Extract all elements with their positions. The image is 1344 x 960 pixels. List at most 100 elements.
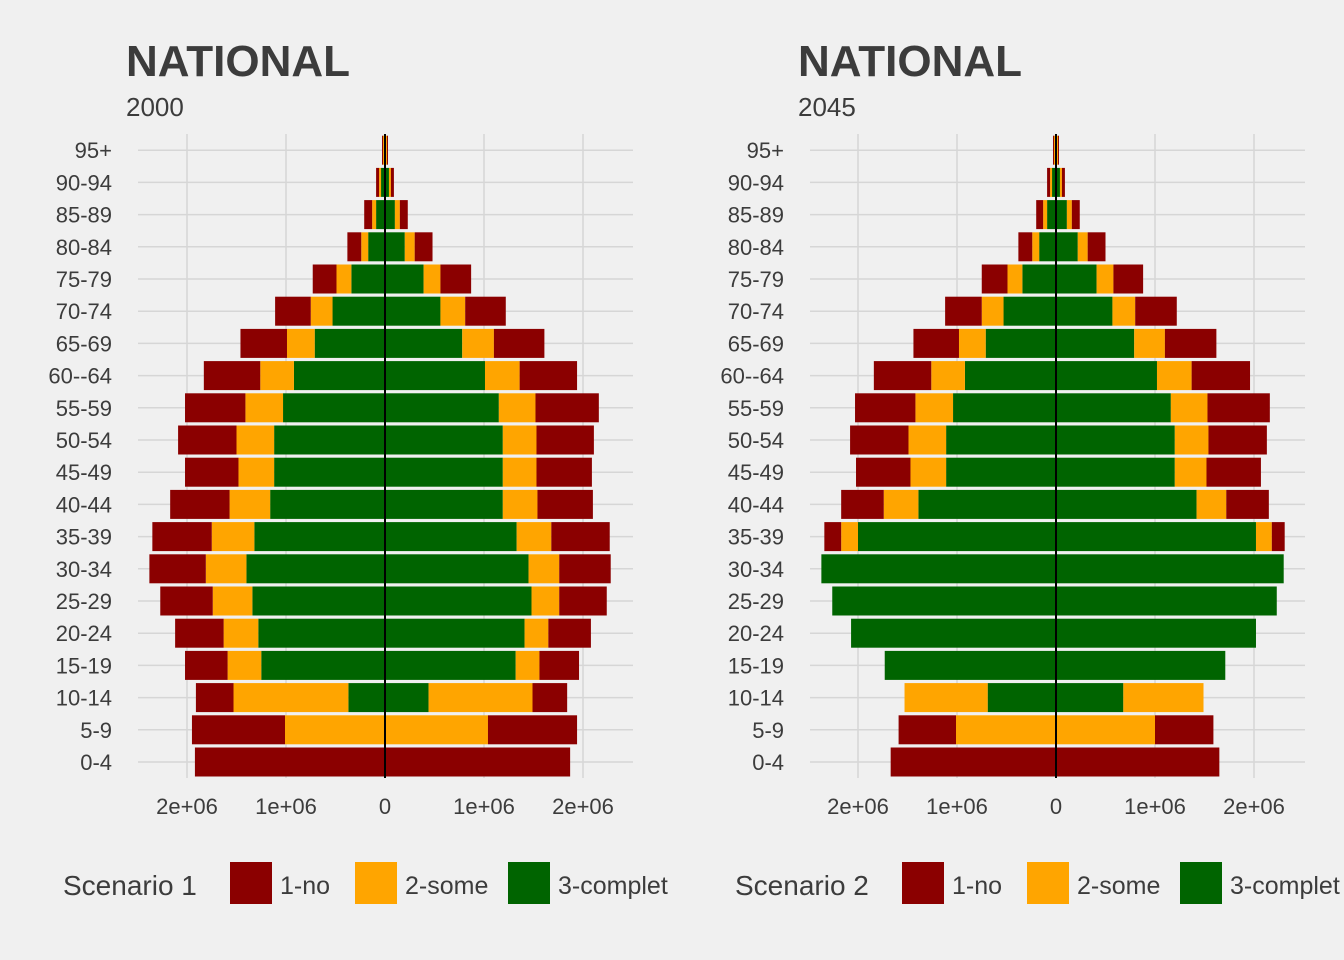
y-tick-label: 40-44: [56, 492, 112, 517]
y-tick-label: 70-74: [56, 299, 112, 324]
bar-right-3-complet: [1056, 200, 1067, 230]
y-tick-label: 20-24: [56, 621, 112, 646]
bar-right-1-no: [1164, 328, 1217, 358]
y-tick-label: 45-49: [56, 460, 112, 485]
bar-left-2-some: [910, 457, 947, 487]
bar-left-3-complet: [252, 586, 385, 616]
bar-right-1-no: [1057, 135, 1059, 165]
bar-right-1-no: [1071, 200, 1080, 230]
bar-right-3-complet: [385, 328, 463, 358]
x-axis-labels: 2e+06 1e+06 0 1e+06 2e+06: [827, 794, 1285, 819]
bar-right-3-complet: [1056, 618, 1256, 648]
bar-left-3-complet: [1047, 200, 1056, 230]
bar-right-1-no: [1208, 425, 1267, 455]
y-tick-label: 85-89: [56, 203, 112, 228]
bar-left-2-some: [883, 489, 919, 519]
bar-right-2-some: [528, 554, 560, 584]
bar-right-1-no: [1056, 747, 1220, 777]
bar-left-3-complet: [376, 200, 385, 230]
bar-left-3-complet: [283, 393, 385, 423]
bar-left-2-some: [1043, 200, 1048, 230]
grid-lines: [810, 134, 1305, 778]
y-tick-label: 80-84: [56, 235, 112, 260]
bar-left-1-no: [160, 586, 213, 616]
x-tick-label: 1e+06: [255, 794, 317, 819]
y-tick-label: 90-94: [728, 170, 784, 195]
bar-right-1-no: [1155, 715, 1214, 745]
bar-left-3-complet: [270, 489, 385, 519]
bar-left-3-complet: [348, 683, 385, 713]
y-tick-label: 80-84: [728, 235, 784, 260]
bar-left-2-some: [379, 167, 382, 197]
bar-left-2-some: [205, 554, 247, 584]
y-tick-label: 65-69: [728, 331, 784, 356]
x-tick-label: 1e+06: [1124, 794, 1186, 819]
bar-left-3-complet: [381, 167, 385, 197]
bar-right-2-some: [394, 200, 400, 230]
chart-title: NATIONAL: [798, 37, 1022, 86]
bar-left-1-no: [364, 200, 373, 230]
bar-right-1-no: [536, 425, 594, 455]
y-tick-label: 30-34: [56, 557, 112, 582]
y-tick-label: 15-19: [728, 653, 784, 678]
bar-left-1-no: [1053, 135, 1055, 165]
bar-right-3-complet: [1056, 296, 1113, 326]
bar-right-1-no: [532, 683, 568, 713]
y-tick-label: 60--64: [48, 364, 112, 389]
legend-key-2-some: [355, 862, 397, 904]
y-tick-label: 30-34: [728, 557, 784, 582]
bar-left-2-some: [841, 522, 858, 552]
x-tick-label: 0: [379, 794, 391, 819]
bar-right-1-no: [551, 522, 610, 552]
bar-left-2-some: [372, 200, 377, 230]
bar-left-2-some: [981, 296, 1004, 326]
x-tick-label: 2e+06: [156, 794, 218, 819]
bar-right-3-complet: [385, 650, 516, 680]
bar-right-2-some: [440, 296, 466, 326]
y-tick-label: 65-69: [56, 331, 112, 356]
bar-left-1-no: [178, 425, 237, 455]
bar-right-2-some: [1056, 135, 1058, 165]
legend-label: 2-some: [1077, 872, 1160, 900]
y-tick-label: 25-29: [56, 589, 112, 614]
y-tick-label: 25-29: [728, 589, 784, 614]
bar-left-1-no: [185, 393, 246, 423]
bar-right-2-some: [515, 650, 540, 680]
bar-left-2-some: [245, 393, 284, 423]
bar-left-3-complet: [987, 683, 1056, 713]
bar-left-2-some: [336, 264, 352, 294]
bar-left-3-complet: [953, 393, 1056, 423]
y-tick-label: 85-89: [728, 203, 784, 228]
bar-left-2-some: [361, 232, 369, 262]
bar-left-3-complet: [274, 457, 385, 487]
bar-left-1-no: [185, 650, 228, 680]
bar-right-1-no: [1191, 361, 1251, 391]
bar-right-1-no: [414, 232, 433, 262]
bar-left-1-no: [240, 328, 287, 358]
bar-right-1-no: [1135, 296, 1177, 326]
bar-right-2-some: [502, 425, 537, 455]
y-tick-label: 95+: [747, 138, 784, 163]
bar-left-2-some: [1007, 264, 1023, 294]
bar-right-3-complet: [1056, 457, 1175, 487]
y-tick-label: 95+: [75, 138, 112, 163]
bar-right-3-complet: [385, 586, 532, 616]
bar-left-1-no: [855, 393, 916, 423]
bar-right-2-some: [1066, 200, 1072, 230]
bar-left-3-complet: [274, 425, 385, 455]
bar-right-1-no: [1113, 264, 1144, 294]
chart-subtitle: 2000: [126, 92, 184, 122]
x-tick-label: 1e+06: [926, 794, 988, 819]
bar-right-3-complet: [1056, 167, 1060, 197]
legend-title: Scenario 2: [735, 870, 869, 901]
bar-right-3-complet: [1056, 522, 1256, 552]
bar-left-1-no: [203, 361, 261, 391]
bar-right-2-some: [531, 586, 560, 616]
bar-right-2-some: [404, 232, 415, 262]
bar-right-2-some: [1077, 232, 1088, 262]
bar-left-1-no: [981, 264, 1008, 294]
bar-left-3-complet: [964, 361, 1056, 391]
bar-left-1-no: [850, 425, 909, 455]
bar-right-1-no: [1271, 522, 1285, 552]
